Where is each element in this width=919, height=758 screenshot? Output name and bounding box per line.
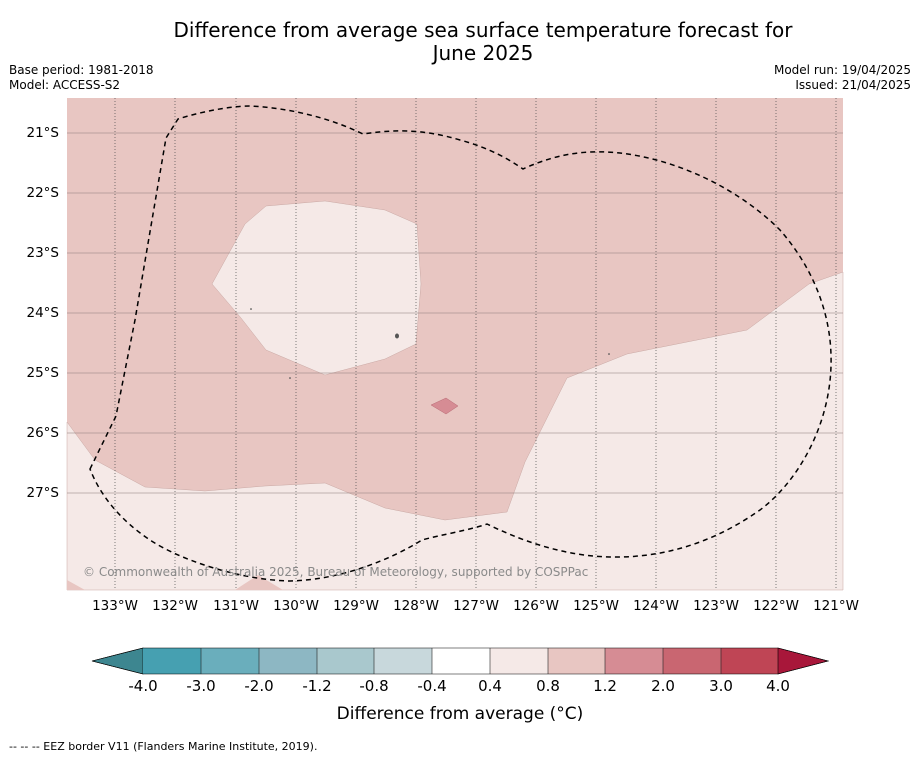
- title-line-1: Difference from average sea surface temp…: [173, 18, 793, 42]
- colorbar-tick: 0.8: [536, 677, 560, 695]
- colorbar-tick: -4.0: [128, 677, 158, 695]
- lon-label-125w: 125°W: [573, 598, 619, 614]
- colorbar-swatch-low: [91, 647, 144, 675]
- colorbar-swatch: [490, 648, 548, 674]
- sst-region-mild-blob: [211, 200, 422, 376]
- colorbar-tick: 1.2: [593, 677, 617, 695]
- colorbar-tick: 3.0: [709, 677, 733, 695]
- island-marker: [395, 333, 399, 339]
- colorbar-swatch: [201, 648, 259, 674]
- island-marker: [608, 353, 610, 355]
- colorbar-swatch-high: [777, 647, 830, 675]
- base-period-info: Base period: 1981-2018 Model: ACCESS-S2: [9, 63, 154, 93]
- colorbar-swatch: [605, 648, 663, 674]
- colorbar-tick: 4.0: [766, 677, 790, 695]
- lat-label-27s: 27°S: [26, 485, 60, 501]
- colorbar-swatch: [143, 648, 201, 674]
- lon-label-131w: 131°W: [213, 598, 259, 614]
- colorbar-label: Difference from average (°C): [336, 704, 584, 724]
- lon-label-128w: 128°W: [393, 598, 439, 614]
- colorbar-tick: -0.4: [417, 677, 447, 695]
- lat-label-24s: 24°S: [26, 305, 60, 321]
- colorbar-swatch: [548, 648, 605, 674]
- lat-label-22s: 22°S: [26, 185, 60, 201]
- colorbar-tick: 2.0: [651, 677, 675, 695]
- colorbar-tick: -0.8: [359, 677, 389, 695]
- issued-date: Issued: 21/04/2025: [795, 78, 911, 92]
- island-marker: [289, 377, 291, 379]
- colorbar-tick: -1.2: [302, 677, 332, 695]
- lat-label-23s: 23°S: [26, 245, 60, 261]
- island-marker: [250, 308, 252, 310]
- sst-region-mild: [66, 271, 844, 591]
- lon-label-129w: 129°W: [333, 598, 379, 614]
- copyright-notice: © Commonwealth of Australia 2025, Bureau…: [83, 565, 589, 579]
- lon-label-133w: 133°W: [92, 598, 138, 614]
- colorbar-outline: [91, 647, 830, 675]
- colorbar-swatch: [374, 648, 432, 674]
- map-title: Difference from average sea surface temp…: [0, 19, 919, 65]
- latitude-gridlines: [67, 132, 843, 494]
- lat-label-21s: 21°S: [26, 125, 60, 141]
- lon-label-132w: 132°W: [152, 598, 198, 614]
- colorbar-tick: 0.4: [478, 677, 502, 695]
- colorbar: [91, 647, 830, 675]
- colorbar-tick: -2.0: [244, 677, 274, 695]
- lat-label-25s: 25°S: [26, 365, 60, 381]
- sst-region-corner-warm: [67, 575, 283, 590]
- model-run-info: Model run: 19/04/2025 Issued: 21/04/2025: [774, 63, 911, 93]
- longitude-gridlines: [114, 98, 837, 590]
- eez-legend-footnote: -- -- -- EEZ border V11 (Flanders Marine…: [9, 740, 318, 753]
- lon-label-130w: 130°W: [273, 598, 319, 614]
- sst-region-hot-patch: [430, 397, 459, 415]
- colorbar-swatch: [663, 648, 721, 674]
- model-run: Model run: 19/04/2025: [773, 63, 911, 77]
- lon-label-126w: 126°W: [513, 598, 559, 614]
- lon-label-124w: 124°W: [633, 598, 679, 614]
- base-period: Base period: 1981-2018: [9, 63, 154, 77]
- colorbar-swatch: [317, 648, 374, 674]
- colorbar-tick: -3.0: [186, 677, 216, 695]
- colorbar-swatch: [259, 648, 317, 674]
- eez-border: [89, 105, 832, 582]
- title-line-2: June 2025: [432, 41, 534, 65]
- colorbar-swatch: [432, 648, 490, 674]
- lon-label-122w: 122°W: [753, 598, 799, 614]
- lon-label-123w: 123°W: [693, 598, 739, 614]
- lon-label-121w: 121°W: [813, 598, 859, 614]
- colorbar-swatch: [721, 648, 778, 674]
- lon-label-127w: 127°W: [453, 598, 499, 614]
- model-name: Model: ACCESS-S2: [9, 78, 121, 92]
- lat-label-26s: 26°S: [26, 425, 60, 441]
